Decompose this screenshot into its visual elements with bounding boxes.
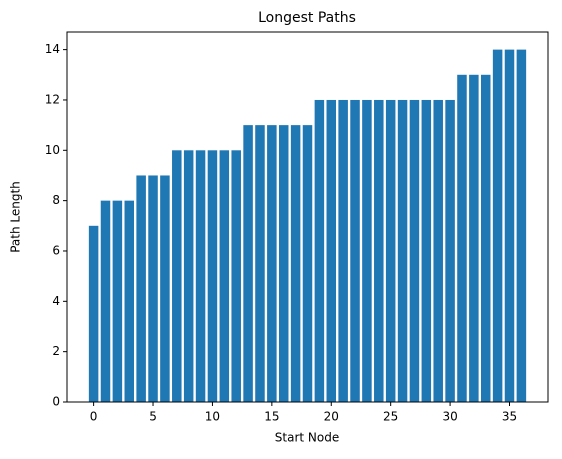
x-tick-label: 15 <box>264 410 279 424</box>
y-tick-label: 14 <box>45 42 60 56</box>
bar <box>338 99 348 403</box>
bar <box>112 200 123 402</box>
bar <box>124 200 135 402</box>
x-tick-label: 25 <box>383 410 398 424</box>
bar <box>207 150 218 402</box>
bar <box>172 150 182 402</box>
bar <box>433 99 443 403</box>
bar <box>255 125 265 403</box>
y-tick-label: 8 <box>52 193 60 207</box>
x-tick-label: 35 <box>502 410 517 424</box>
bar <box>100 200 111 402</box>
bar <box>195 150 206 402</box>
bar <box>267 125 277 403</box>
plot-frame <box>66 31 549 403</box>
bar <box>88 225 99 402</box>
x-tick-label: 20 <box>324 410 339 424</box>
bar <box>409 99 420 403</box>
y-axis-label: Path Length <box>9 181 23 253</box>
bar <box>445 99 455 403</box>
y-tick-label: 0 <box>52 395 60 409</box>
x-axis-label: Start Node <box>275 431 339 445</box>
bar <box>243 125 253 403</box>
bar <box>374 99 384 403</box>
bar <box>302 125 313 403</box>
x-tick-label: 0 <box>90 410 98 424</box>
x-tick-label: 5 <box>149 410 157 424</box>
bar <box>457 74 467 402</box>
bar <box>397 99 408 403</box>
y-tick-label: 6 <box>52 243 60 257</box>
x-tick-label: 10 <box>205 410 220 424</box>
y-tick-label: 2 <box>52 344 60 358</box>
bar <box>183 150 194 402</box>
bar <box>469 74 479 402</box>
bar <box>314 99 325 403</box>
bar <box>278 125 289 403</box>
y-tick-label: 10 <box>45 143 60 157</box>
bar <box>136 175 146 402</box>
bar <box>160 175 170 402</box>
bar <box>504 49 515 402</box>
bar <box>516 49 527 402</box>
x-tick-label: 30 <box>442 410 457 424</box>
bar <box>290 125 301 403</box>
y-tick-label: 4 <box>52 294 60 308</box>
bar <box>421 99 432 403</box>
bar <box>219 150 230 402</box>
bar <box>231 150 241 402</box>
bar <box>492 49 503 402</box>
bar <box>385 99 396 403</box>
chart-title: Longest Paths <box>258 10 356 26</box>
bar <box>480 74 491 402</box>
bar <box>362 99 372 403</box>
bar <box>326 99 337 403</box>
bar <box>148 175 158 402</box>
y-tick-label: 12 <box>45 92 60 106</box>
bar <box>350 99 360 403</box>
